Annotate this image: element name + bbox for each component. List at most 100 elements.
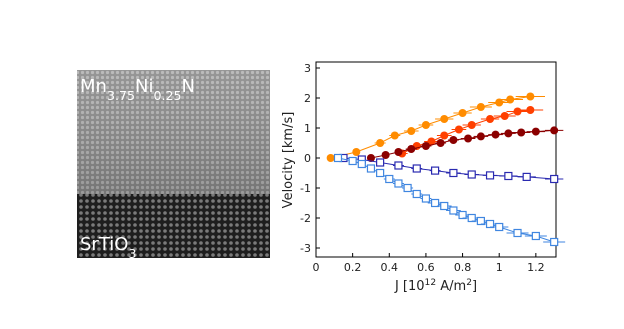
data-point <box>504 129 513 138</box>
data-point <box>333 153 343 163</box>
x-axis-label: J [1012 A/m2] <box>394 278 477 294</box>
label-part: A/m <box>436 279 466 294</box>
data-point <box>458 109 467 117</box>
data-point <box>454 125 463 134</box>
data-point <box>430 198 440 208</box>
data-point <box>407 145 416 153</box>
data-point <box>495 222 504 232</box>
series-line <box>343 157 555 180</box>
data-point <box>366 154 375 162</box>
plot-frame <box>315 61 557 258</box>
label-part: N <box>182 76 195 97</box>
data-point <box>550 237 559 247</box>
label-part: Ni <box>135 76 153 97</box>
substrate-region <box>77 194 270 258</box>
x-tick-label: 0.2 <box>344 261 362 274</box>
data-point <box>390 131 399 140</box>
x-tick-label: 0.8 <box>454 261 472 274</box>
label-part: 12 <box>425 278 437 288</box>
data-point <box>485 171 495 180</box>
data-point <box>440 201 449 211</box>
data-point <box>385 174 394 184</box>
y-axis-label: Velocity [km/s] <box>281 112 296 209</box>
x-tick-label: 0 <box>313 261 320 274</box>
data-point <box>407 127 416 135</box>
y-tick-label: 3 <box>304 62 311 75</box>
data-point <box>513 228 522 238</box>
y-tick-label: -1 <box>300 182 311 195</box>
data-point <box>421 121 430 129</box>
data-point <box>412 164 421 173</box>
data-point <box>467 121 476 129</box>
data-point <box>376 158 385 167</box>
data-point <box>491 130 500 139</box>
substrate-label: SrTiO3 <box>80 234 136 261</box>
data-point <box>526 92 535 101</box>
data-point <box>376 139 385 147</box>
data-point <box>467 170 476 179</box>
x-tick-label: 0.6 <box>417 261 435 274</box>
data-point <box>421 142 430 150</box>
data-point <box>550 174 559 184</box>
data-point <box>476 103 485 111</box>
data-point <box>348 156 357 166</box>
micrograph: Mn3.75Ni0.25N SrTiO3 <box>77 70 270 261</box>
label-part: Mn <box>80 76 107 97</box>
data-point <box>421 194 431 203</box>
data-point <box>394 148 403 156</box>
data-point <box>449 168 458 178</box>
data-point <box>376 168 385 178</box>
data-point <box>403 183 412 193</box>
data-point <box>449 206 458 215</box>
data-point <box>381 151 390 159</box>
data-point <box>517 128 526 137</box>
y-tick-label: -3 <box>300 242 311 255</box>
label-part: 3.75 <box>107 88 135 103</box>
data-point <box>531 231 540 241</box>
data-point <box>476 132 485 141</box>
data-point <box>394 161 403 170</box>
data-point <box>412 189 421 199</box>
data-point <box>326 154 335 162</box>
data-point <box>486 115 495 123</box>
data-point <box>352 148 361 156</box>
label-part: ] <box>472 279 477 294</box>
label-part: 0.25 <box>153 88 181 103</box>
film-label: Mn3.75Ni0.25N <box>80 76 195 103</box>
x-tick-label: 1 <box>496 261 503 274</box>
data-point <box>526 106 535 114</box>
y-tick-label: 2 <box>304 92 311 105</box>
y-tick-label: -2 <box>300 212 311 225</box>
data-point <box>464 134 473 143</box>
label-part: SrTiO <box>80 234 128 255</box>
data-point <box>366 164 376 173</box>
x-tick-label: 0.4 <box>381 261 399 274</box>
film-shade <box>77 70 270 194</box>
data-point <box>357 159 366 169</box>
data-point <box>531 127 540 136</box>
data-point <box>550 126 559 135</box>
data-point <box>394 179 403 188</box>
x-tick-label: 1.2 <box>527 261 545 274</box>
data-point <box>430 166 440 175</box>
data-point <box>495 98 504 107</box>
data-point <box>436 139 445 147</box>
data-point <box>440 131 449 140</box>
y-tick-label: 1 <box>304 122 311 135</box>
data-point <box>504 171 513 181</box>
data-point <box>513 107 522 116</box>
data-point <box>467 213 476 223</box>
data-point <box>440 115 449 123</box>
data-point <box>449 136 458 144</box>
label-part: 2 <box>466 278 472 288</box>
data-point <box>485 219 495 229</box>
data-point <box>506 95 515 104</box>
data-point <box>427 137 436 146</box>
data-point <box>476 216 485 226</box>
label-part: J [10 <box>394 279 425 294</box>
data-point <box>522 172 531 181</box>
data-point <box>458 210 467 220</box>
label-part: 3 <box>128 246 136 261</box>
